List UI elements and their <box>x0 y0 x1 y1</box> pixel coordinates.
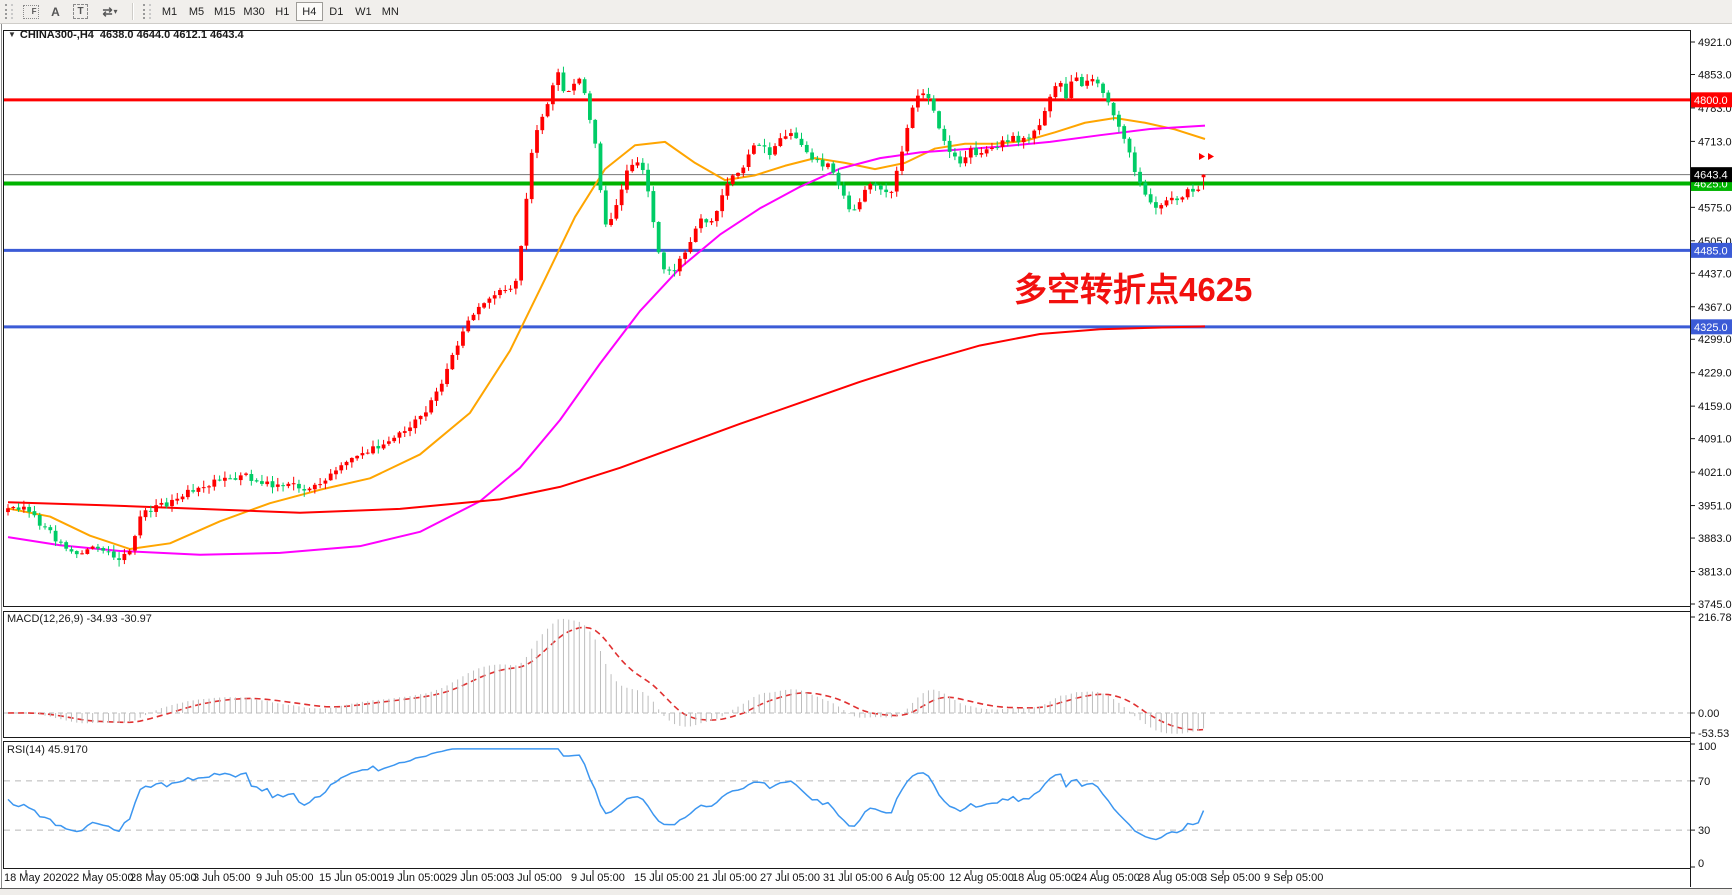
text-a-icon: A <box>51 4 60 19</box>
timeframe-m30-button[interactable]: M30 <box>239 2 268 21</box>
svg-text:3 Jun 05:00: 3 Jun 05:00 <box>193 872 251 884</box>
timeframe-m5-button[interactable]: M5 <box>183 2 210 21</box>
dropdown-caret-icon: ▾ <box>113 7 118 16</box>
toolbar-grip-2[interactable] <box>143 4 151 19</box>
svg-text:4575.0: 4575.0 <box>1698 202 1732 214</box>
cursor-arrows-icon: ⇄ <box>102 4 113 19</box>
text-box-icon: T <box>73 4 88 19</box>
timeframe-d1-button[interactable]: D1 <box>323 2 350 21</box>
rsi-line <box>7 748 1205 841</box>
chart-grid-icon: F <box>22 4 39 19</box>
rsi-indicator-label: RSI(14) 45.9170 <box>7 744 88 756</box>
svg-text:18 May 2020: 18 May 2020 <box>4 872 68 884</box>
svg-text:12 Aug 05:00: 12 Aug 05:00 <box>949 872 1014 884</box>
price-badge-4325.0 <box>1691 319 1732 335</box>
toolbar-grip[interactable] <box>5 4 13 19</box>
svg-text:3813.0: 3813.0 <box>1698 567 1732 579</box>
svg-text:15 Jun 05:00: 15 Jun 05:00 <box>319 872 383 884</box>
toolbar: F A T ⇄ ▾ M1 M5 M15 M30 H1 H4 D1 W1 MN <box>0 0 1732 24</box>
svg-text:0.00: 0.00 <box>1698 708 1719 720</box>
svg-text:21 Jul 05:00: 21 Jul 05:00 <box>697 872 757 884</box>
svg-text:6 Aug 05:00: 6 Aug 05:00 <box>886 872 945 884</box>
ma-slow-red <box>7 325 1206 514</box>
svg-text:4367.0: 4367.0 <box>1698 302 1732 314</box>
svg-text:4713.0: 4713.0 <box>1698 136 1732 148</box>
svg-text:3745.0: 3745.0 <box>1698 599 1732 611</box>
chart-title: ▼ CHINA300-,H4 4638.0 4644.0 4612.1 4643.4 <box>8 29 250 41</box>
svg-text:4091.0: 4091.0 <box>1698 434 1732 446</box>
svg-text:4921.0: 4921.0 <box>1698 37 1732 49</box>
svg-text:30: 30 <box>1698 825 1710 837</box>
chart-text-annotation[interactable]: 多空转折点4625 <box>1014 271 1253 308</box>
svg-text:4299.0: 4299.0 <box>1698 334 1732 346</box>
price-badge-4643.4 <box>1691 167 1732 183</box>
svg-text:18 Aug 05:00: 18 Aug 05:00 <box>1012 872 1077 884</box>
pane-borders <box>3 30 1691 887</box>
svg-text:3883.0: 3883.0 <box>1698 533 1732 545</box>
timeframe-mn-button[interactable]: MN <box>377 2 404 21</box>
svg-text:9 Sep 05:00: 9 Sep 05:00 <box>1264 872 1323 884</box>
svg-text:3 Jul 05:00: 3 Jul 05:00 <box>508 872 562 884</box>
svg-text:4485.0: 4485.0 <box>1694 245 1728 257</box>
last-price-arrows <box>1199 153 1214 160</box>
toolbar-separator <box>132 3 133 20</box>
timeframe-h1-button[interactable]: H1 <box>269 2 296 21</box>
svg-text:4159.0: 4159.0 <box>1698 401 1732 413</box>
svg-text:3951.0: 3951.0 <box>1698 501 1732 513</box>
svg-text:70: 70 <box>1698 776 1710 788</box>
price-badge-4485.0 <box>1691 242 1732 258</box>
svg-text:19 Jun 05:00: 19 Jun 05:00 <box>382 872 446 884</box>
macd-indicator-label: MACD(12,26,9) -34.93 -30.97 <box>7 613 152 625</box>
cursor-arrows-tool-button[interactable]: ⇄ ▾ <box>93 2 127 21</box>
svg-text:-53.53: -53.53 <box>1698 728 1729 740</box>
text-box-tool-button[interactable]: T <box>68 2 93 21</box>
price-badge-4800.0 <box>1691 92 1732 108</box>
svg-text:216.78: 216.78 <box>1698 612 1732 624</box>
svg-text:4643.4: 4643.4 <box>1694 170 1728 182</box>
svg-text:9 Jun 05:00: 9 Jun 05:00 <box>256 872 314 884</box>
svg-text:24 Aug 05:00: 24 Aug 05:00 <box>1075 872 1140 884</box>
svg-text:4853.0: 4853.0 <box>1698 69 1732 81</box>
price-axis[interactable]: 4921.04853.04783.04713.04643.04575.04505… <box>1690 37 1732 870</box>
svg-text:15 Jul 05:00: 15 Jul 05:00 <box>634 872 694 884</box>
collapse-triangle-icon[interactable]: ▼ <box>8 30 16 39</box>
candlestick-series <box>6 66 1206 567</box>
timeframe-w1-button[interactable]: W1 <box>350 2 377 21</box>
macd-signal-line <box>7 626 1204 731</box>
symbol-label: CHINA300-,H4 <box>19 29 94 41</box>
svg-text:31 Jul 05:00: 31 Jul 05:00 <box>823 872 883 884</box>
svg-text:4021.0: 4021.0 <box>1698 467 1732 479</box>
svg-text:3 Sep 05:00: 3 Sep 05:00 <box>1201 872 1260 884</box>
macd-pane <box>4 626 1690 731</box>
timeframe-m1-button[interactable]: M1 <box>156 2 183 21</box>
svg-text:100: 100 <box>1698 741 1716 753</box>
svg-text:4800.0: 4800.0 <box>1694 95 1728 107</box>
svg-text:0: 0 <box>1698 858 1704 870</box>
macd-histogram <box>12 618 1205 734</box>
svg-text:28 May 05:00: 28 May 05:00 <box>130 872 197 884</box>
svg-text:22 May 05:00: 22 May 05:00 <box>67 872 134 884</box>
timeframe-m15-button[interactable]: M15 <box>210 2 239 21</box>
svg-text:4325.0: 4325.0 <box>1694 322 1728 334</box>
rsi-pane <box>4 748 1690 841</box>
chart-grid-tool-button[interactable]: F <box>18 2 43 21</box>
timeframe-h4-button[interactable]: H4 <box>295 2 323 21</box>
ohlc-values: 4638.0 4644.0 4612.1 4643.4 <box>99 29 244 41</box>
window-bottom-border <box>0 888 1732 895</box>
svg-text:4437.0: 4437.0 <box>1698 268 1732 280</box>
horizontal-levels <box>4 98 1690 329</box>
svg-text:28 Aug 05:00: 28 Aug 05:00 <box>1138 872 1203 884</box>
svg-text:9 Jul 05:00: 9 Jul 05:00 <box>571 872 625 884</box>
svg-text:4229.0: 4229.0 <box>1698 368 1732 380</box>
text-label-tool-button[interactable]: A <box>43 2 68 21</box>
svg-text:27 Jul 05:00: 27 Jul 05:00 <box>760 872 820 884</box>
svg-text:29 Jun 05:00: 29 Jun 05:00 <box>445 872 509 884</box>
